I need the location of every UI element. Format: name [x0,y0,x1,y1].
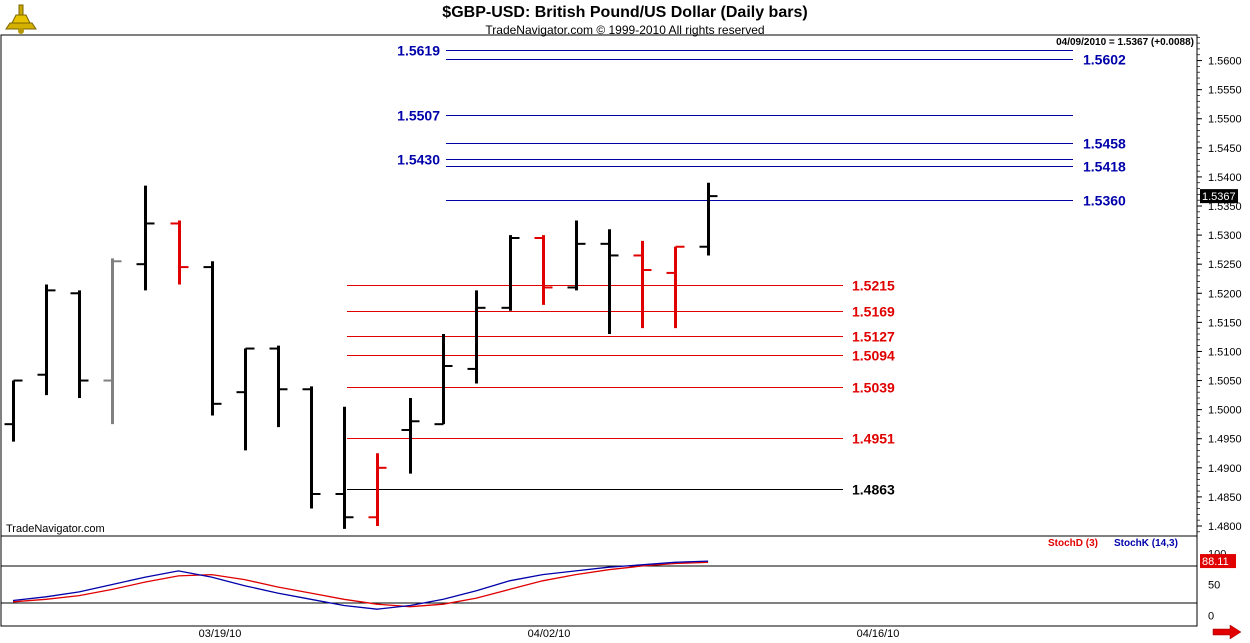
price-bar [37,284,56,396]
price-bar [534,235,553,305]
level-label-1: 1.5602 [1083,52,1126,68]
price-bar [170,220,189,285]
price-bar [699,182,718,256]
y-tick-label: 1.5050 [1208,376,1242,388]
price-bar [103,258,122,425]
level-label-10: 1.5094 [852,348,895,364]
price-bar [401,397,420,474]
price-bar [666,245,685,329]
ind-value-tag [1200,554,1236,569]
y-tick-label: 1.4950 [1208,434,1242,446]
stochd-line [12,561,709,608]
stochd-legend: StochD (3) [1048,538,1098,549]
level-label-8: 1.5169 [852,304,895,320]
price-bar [70,290,89,398]
x-axis-label: 04/02/10 [528,628,571,640]
price-bar [203,261,222,416]
y-tick-label: 1.5100 [1208,346,1242,358]
y-tick-label: 1.5600 [1208,56,1242,68]
x-axis-label: 03/19/10 [199,628,242,640]
level-label-9: 1.5127 [852,329,895,345]
ind-tick-label: 50 [1208,580,1220,592]
y-tick-label: 1.5450 [1208,143,1242,155]
level-label-11: 1.5039 [852,380,895,396]
price-bar [302,386,321,509]
price-bar [368,453,387,526]
y-tick-label: 1.5000 [1208,405,1242,417]
last-quote: 04/09/2010 = 1.5367 (+0.0088) [1056,37,1194,48]
price-bar [335,406,354,529]
price-bar [269,345,288,428]
ind-value-label: 88.11 [1202,556,1229,568]
chart-subtitle: TradeNavigator.com © 1999-2010 All right… [485,23,765,37]
y-tick-label: 1.4900 [1208,463,1242,475]
level-label-13: 1.4863 [852,482,895,498]
price-bar [236,347,255,451]
level-label-7: 1.5215 [852,278,895,294]
y-tick-label: 1.5300 [1208,230,1242,242]
level-label-5: 1.5418 [1083,159,1126,175]
price-bar [501,235,520,311]
price-bar [136,185,155,291]
y-tick-label: 1.4850 [1208,492,1242,504]
price-bar [4,379,23,442]
level-label-12: 1.4951 [852,431,895,447]
stochk-legend: StochK (14,3) [1114,538,1178,549]
y-tick-label: 1.5550 [1208,85,1242,97]
ind-tick-label: 0 [1208,610,1214,622]
y-tick-label: 1.4800 [1208,521,1242,533]
y-tick-label: 1.5200 [1208,288,1242,300]
level-label-2: 1.5507 [397,108,440,124]
y-tick-label: 1.5250 [1208,259,1242,271]
stochk-line [12,560,709,610]
price-bar [567,220,586,291]
last-price-label: 1.5367 [1202,191,1236,203]
level-label-3: 1.5458 [1083,136,1126,152]
x-axis-label: 04/16/10 [857,628,900,640]
y-tick-label: 1.5500 [1208,114,1242,126]
y-tick-label: 1.5350 [1208,201,1242,213]
trade-navigator-logo-icon [5,4,37,34]
y-tick-label: 1.5400 [1208,172,1242,184]
scroll-right-arrow-icon[interactable] [1212,625,1242,639]
price-bar [434,334,453,426]
indicator-panel-frame [0,535,1198,627]
level-label-0: 1.5619 [397,43,440,59]
price-bar [633,240,652,329]
level-label-6: 1.5360 [1083,193,1126,209]
price-bar [600,229,619,334]
chart-title: $GBP-USD: British Pound/US Dollar (Daily… [442,4,808,21]
last-price-tag [1200,189,1238,204]
level-label-4: 1.5430 [397,152,440,168]
brand-label: TradeNavigator.com [6,523,105,535]
y-tick-label: 1.5150 [1208,317,1242,329]
price-bar [467,290,486,384]
